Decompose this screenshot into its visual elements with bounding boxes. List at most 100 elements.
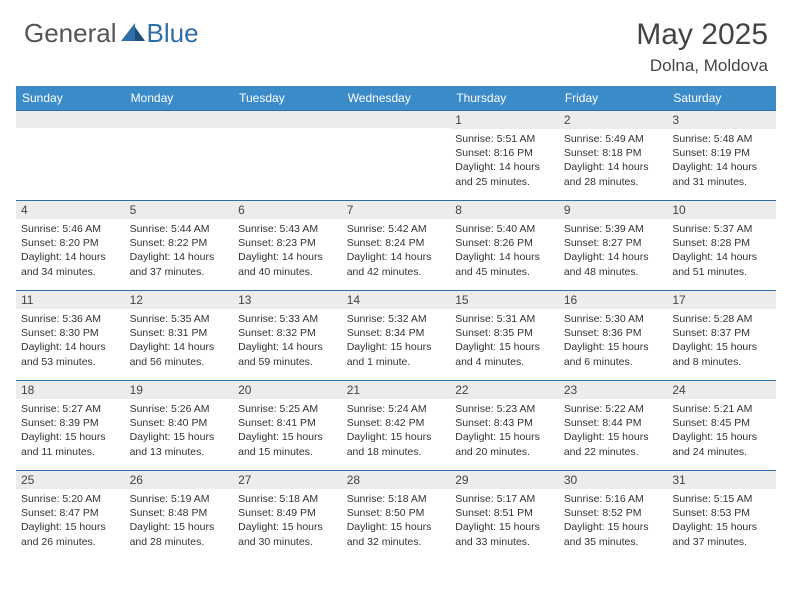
day-number: 8 xyxy=(450,201,559,219)
logo: General Blue xyxy=(24,18,199,49)
day-number: 9 xyxy=(559,201,668,219)
sunrise-text: Sunrise: 5:30 AM xyxy=(564,312,663,326)
day-number: 4 xyxy=(16,201,125,219)
day-number: 24 xyxy=(667,381,776,399)
calendar-cell: 23 Sunrise: 5:22 AMSunset: 8:44 PMDayligh… xyxy=(559,381,668,471)
calendar-cell: 26Sunrise: 5:19 AMSunset: 8:48 PMDayligh… xyxy=(125,471,234,561)
calendar-cell: 5Sunrise: 5:44 AMSunset: 8:22 PMDaylight… xyxy=(125,201,234,291)
calendar-cell: 1Sunrise: 5:51 AMSunset: 8:16 PMDaylight… xyxy=(450,111,559,201)
daylight-text: Daylight: 15 hours and 26 minutes. xyxy=(21,520,120,548)
sunrise-text: Sunrise: 5:48 AM xyxy=(672,132,771,146)
sunrise-text: Sunrise: 5:25 AM xyxy=(238,402,337,416)
calendar-table: SundayMondayTuesdayWednesdayThursdayFrid… xyxy=(16,86,776,561)
sunrise-text: Sunrise: 5:44 AM xyxy=(130,222,229,236)
daylight-text: Daylight: 14 hours and 48 minutes. xyxy=(564,250,663,278)
day-number: 30 xyxy=(559,471,668,489)
sunset-text: Sunset: 8:50 PM xyxy=(347,506,446,520)
daylight-text: Daylight: 15 hours and 11 minutes. xyxy=(21,430,120,458)
sunset-text: Sunset: 8:24 PM xyxy=(347,236,446,250)
daylight-text: Daylight: 14 hours and 28 minutes. xyxy=(564,160,663,188)
sunrise-text: Sunrise: 5:18 AM xyxy=(347,492,446,506)
daylight-text: Daylight: 15 hours and 30 minutes. xyxy=(238,520,337,548)
title-block: May 2025 Dolna, Moldova xyxy=(636,18,768,76)
day-info: Sunrise: 5:32 AMSunset: 8:34 PMDaylight:… xyxy=(342,309,451,373)
sunrise-text: Sunrise: 5:21 AM xyxy=(672,402,771,416)
day-number: 5 xyxy=(125,201,234,219)
month-title: May 2025 xyxy=(636,18,768,52)
day-info: Sunrise: 5:18 AMSunset: 8:49 PMDaylight:… xyxy=(233,489,342,553)
day-info: Sunrise: 5:27 AMSunset: 8:39 PMDaylight:… xyxy=(16,399,125,463)
weekday-header: Thursday xyxy=(450,86,559,111)
daylight-text: Daylight: 14 hours and 40 minutes. xyxy=(238,250,337,278)
calendar-cell: 29Sunrise: 5:17 AMSunset: 8:51 PMDayligh… xyxy=(450,471,559,561)
calendar-cell: 20Sunrise: 5:25 AMSunset: 8:41 PMDayligh… xyxy=(233,381,342,471)
calendar-cell: 27Sunrise: 5:18 AMSunset: 8:49 PMDayligh… xyxy=(233,471,342,561)
daylight-text: Daylight: 15 hours and 8 minutes. xyxy=(672,340,771,368)
sunrise-text: Sunrise: 5:43 AM xyxy=(238,222,337,236)
weekday-header: Wednesday xyxy=(342,86,451,111)
sunrise-text: Sunrise: 5:28 AM xyxy=(672,312,771,326)
sunset-text: Sunset: 8:53 PM xyxy=(672,506,771,520)
location: Dolna, Moldova xyxy=(636,56,768,76)
sunset-text: Sunset: 8:39 PM xyxy=(21,416,120,430)
calendar-cell: 3Sunrise: 5:48 AMSunset: 8:19 PMDaylight… xyxy=(667,111,776,201)
day-number: 25 xyxy=(16,471,125,489)
calendar-cell: 7Sunrise: 5:42 AMSunset: 8:24 PMDaylight… xyxy=(342,201,451,291)
daylight-text: Daylight: 15 hours and 22 minutes. xyxy=(564,430,663,458)
day-number: 17 xyxy=(667,291,776,309)
day-number xyxy=(125,111,234,128)
calendar-body: 1Sunrise: 5:51 AMSunset: 8:16 PMDaylight… xyxy=(16,111,776,561)
sunset-text: Sunset: 8:45 PM xyxy=(672,416,771,430)
sunrise-text: Sunrise: 5:18 AM xyxy=(238,492,337,506)
day-number: 2 xyxy=(559,111,668,129)
sunrise-text: Sunrise: 5:39 AM xyxy=(564,222,663,236)
sunrise-text: Sunrise: 5:17 AM xyxy=(455,492,554,506)
day-number xyxy=(342,111,451,128)
weekday-header: Tuesday xyxy=(233,86,342,111)
daylight-text: Daylight: 15 hours and 35 minutes. xyxy=(564,520,663,548)
day-number: 18 xyxy=(16,381,125,399)
sunset-text: Sunset: 8:30 PM xyxy=(21,326,120,340)
calendar-cell: 11Sunrise: 5:36 AMSunset: 8:30 PMDayligh… xyxy=(16,291,125,381)
day-number: 27 xyxy=(233,471,342,489)
day-info: Sunrise: 5:37 AMSunset: 8:28 PMDaylight:… xyxy=(667,219,776,283)
day-number: 23 xyxy=(559,381,668,399)
sunset-text: Sunset: 8:36 PM xyxy=(564,326,663,340)
calendar-cell: 24Sunrise: 5:21 AMSunset: 8:45 PMDayligh… xyxy=(667,381,776,471)
calendar-cell: 2Sunrise: 5:49 AMSunset: 8:18 PMDaylight… xyxy=(559,111,668,201)
day-number: 26 xyxy=(125,471,234,489)
sunrise-text: Sunrise: 5:49 AM xyxy=(564,132,663,146)
day-number: 19 xyxy=(125,381,234,399)
weekday-header: Friday xyxy=(559,86,668,111)
day-info: Sunrise: 5:33 AMSunset: 8:32 PMDaylight:… xyxy=(233,309,342,373)
day-info: Sunrise: 5:42 AMSunset: 8:24 PMDaylight:… xyxy=(342,219,451,283)
calendar-row: 25Sunrise: 5:20 AMSunset: 8:47 PMDayligh… xyxy=(16,471,776,561)
calendar-cell: 18Sunrise: 5:27 AMSunset: 8:39 PMDayligh… xyxy=(16,381,125,471)
sunset-text: Sunset: 8:40 PM xyxy=(130,416,229,430)
calendar-header: SundayMondayTuesdayWednesdayThursdayFrid… xyxy=(16,86,776,111)
day-number: 21 xyxy=(342,381,451,399)
sunset-text: Sunset: 8:44 PM xyxy=(564,416,663,430)
sunrise-text: Sunrise: 5:22 AM xyxy=(564,402,663,416)
sunset-text: Sunset: 8:22 PM xyxy=(130,236,229,250)
sunset-text: Sunset: 8:27 PM xyxy=(564,236,663,250)
day-number: 14 xyxy=(342,291,451,309)
calendar-cell: 22Sunrise: 5:23 AMSunset: 8:43 PMDayligh… xyxy=(450,381,559,471)
triangle-icon xyxy=(121,21,145,46)
calendar-cell: 8Sunrise: 5:40 AMSunset: 8:26 PMDaylight… xyxy=(450,201,559,291)
day-info xyxy=(125,128,234,193)
weekday-header: Saturday xyxy=(667,86,776,111)
sunrise-text: Sunrise: 5:31 AM xyxy=(455,312,554,326)
sunrise-text: Sunrise: 5:24 AM xyxy=(347,402,446,416)
sunrise-text: Sunrise: 5:16 AM xyxy=(564,492,663,506)
day-info xyxy=(16,128,125,193)
sunset-text: Sunset: 8:49 PM xyxy=(238,506,337,520)
daylight-text: Daylight: 14 hours and 51 minutes. xyxy=(672,250,771,278)
sunset-text: Sunset: 8:52 PM xyxy=(564,506,663,520)
weekday-header: Sunday xyxy=(16,86,125,111)
day-info: Sunrise: 5:40 AMSunset: 8:26 PMDaylight:… xyxy=(450,219,559,283)
calendar-cell: 13Sunrise: 5:33 AMSunset: 8:32 PMDayligh… xyxy=(233,291,342,381)
calendar-cell: 31Sunrise: 5:15 AMSunset: 8:53 PMDayligh… xyxy=(667,471,776,561)
daylight-text: Daylight: 14 hours and 31 minutes. xyxy=(672,160,771,188)
daylight-text: Daylight: 14 hours and 53 minutes. xyxy=(21,340,120,368)
